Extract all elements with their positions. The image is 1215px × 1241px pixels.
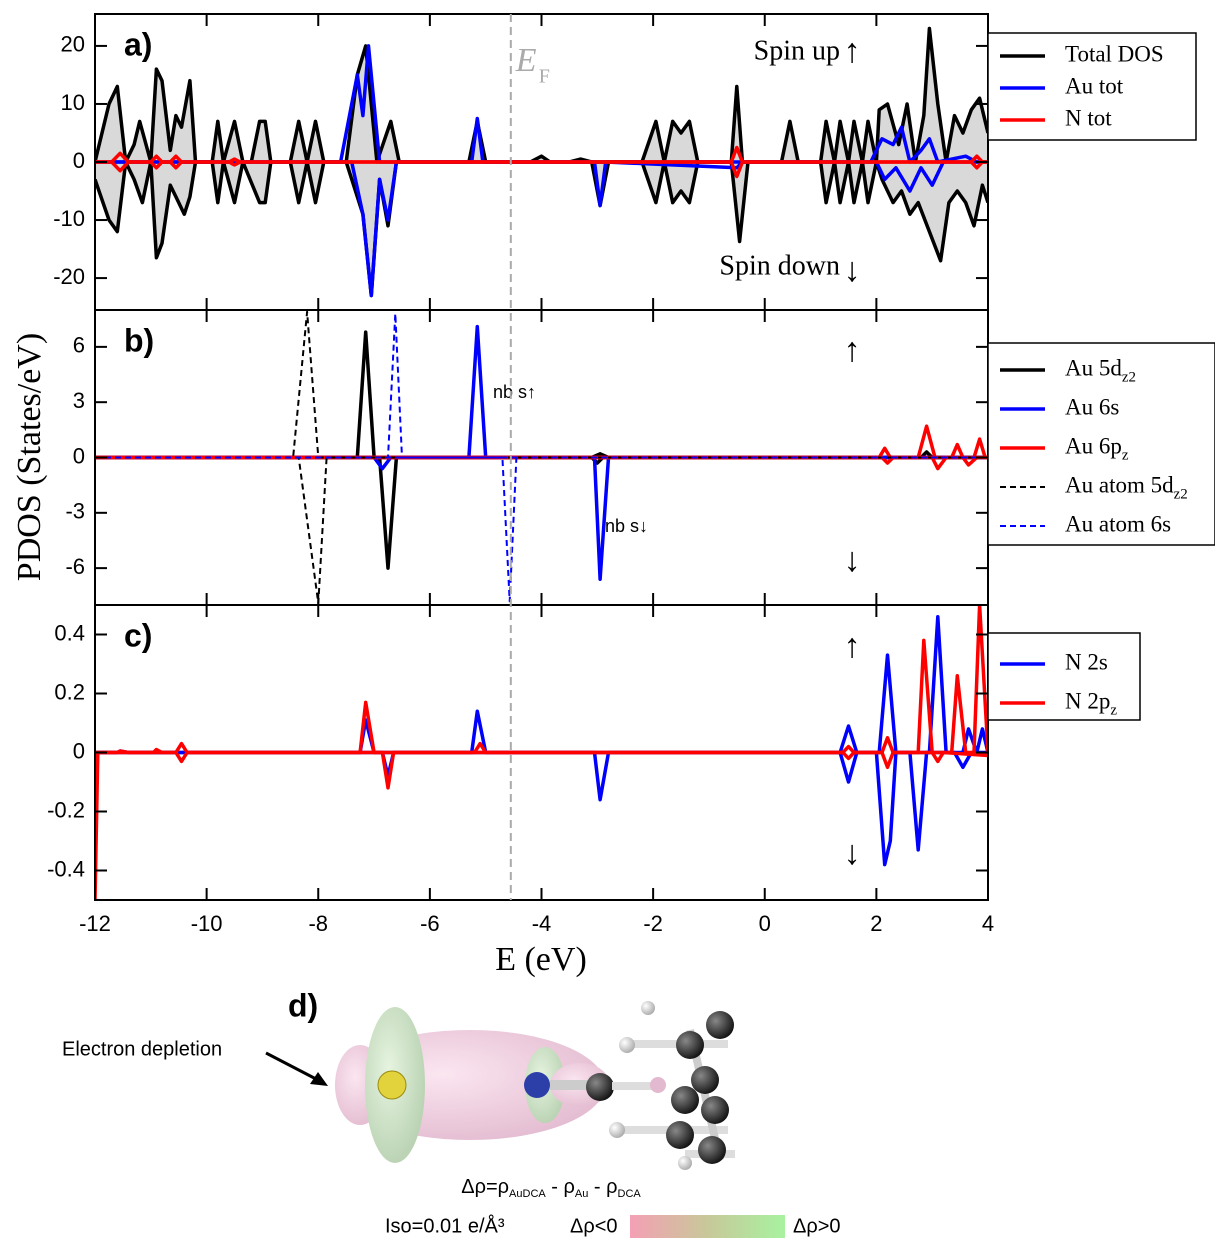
arrow-head — [310, 1072, 328, 1086]
annotation: Spin down — [719, 250, 840, 281]
y-tick-label: -0.4 — [47, 856, 85, 881]
y-tick-label: 0.2 — [54, 679, 85, 704]
panel-label: b) — [124, 322, 154, 358]
formula-part: - ρ — [588, 1176, 617, 1198]
legend-label: N 2p — [1065, 688, 1110, 713]
plot-area — [95, 310, 988, 605]
dos-line — [95, 330, 988, 460]
legend-label: N 2s — [1065, 649, 1108, 674]
legend-label: Au atom 6s — [1065, 511, 1171, 536]
formula-sub: Au — [575, 1188, 588, 1200]
annotation: Electron depletion — [62, 1038, 222, 1060]
dos-line — [95, 456, 988, 603]
annotation: ↓ — [844, 251, 861, 289]
dos-line — [95, 750, 988, 900]
legend-label: Au 5d — [1065, 355, 1122, 380]
legend-label: Au atom 5d — [1065, 472, 1174, 497]
formula: Δρ=ρAuDCA - ρAu - ρDCA — [461, 1176, 641, 1200]
legend-sub: z2 — [1174, 486, 1188, 502]
y-tick-label: 0.4 — [54, 620, 85, 645]
x-tick-label: -8 — [308, 911, 328, 936]
annotation: ↓ — [844, 541, 861, 579]
iso-label: Iso=0.01 e/Å³ — [385, 1214, 505, 1237]
isosurface — [650, 1077, 666, 1093]
colorbar — [630, 1215, 785, 1238]
y-tick-label: -10 — [53, 206, 85, 231]
colorbar-label: Δρ>0 — [793, 1215, 841, 1237]
annotation: ↑ — [844, 331, 861, 369]
formula-part: Δρ=ρ — [461, 1176, 509, 1198]
legend-sub: z2 — [1122, 369, 1136, 385]
x-tick-label: -12 — [79, 911, 111, 936]
y-tick-label: -0.2 — [47, 797, 85, 822]
annotation: Spin up — [754, 35, 840, 66]
x-tick-label: -10 — [191, 911, 223, 936]
legend-box — [987, 632, 1141, 721]
x-tick-label: -2 — [643, 911, 663, 936]
y-tick-label: 20 — [61, 32, 85, 57]
panel-label: a) — [124, 26, 152, 62]
x-tick-label: 0 — [759, 911, 771, 936]
x-tick-label: -6 — [420, 911, 440, 936]
fermi-sub: F — [539, 66, 550, 88]
y-tick-label: 0 — [73, 443, 85, 468]
bond — [612, 1082, 652, 1090]
y-tick-label: -3 — [65, 499, 85, 524]
plot-area — [95, 605, 988, 900]
annotation: nb s↑ — [493, 382, 536, 402]
dos-line — [95, 455, 988, 471]
formula-sub: DCA — [618, 1188, 642, 1200]
atom — [377, 1070, 407, 1100]
legend-sub: z — [1122, 447, 1129, 463]
dos-line — [95, 44, 988, 164]
lattice — [609, 1001, 735, 1170]
dos-fill — [95, 28, 988, 162]
colorbar-label: Δρ<0 — [570, 1215, 618, 1237]
dos-line — [95, 456, 988, 605]
legend-sub: z — [1110, 702, 1117, 718]
annotation: ↑ — [844, 32, 861, 70]
x-tick-label: 4 — [982, 911, 994, 936]
y-tick-label: 0 — [73, 738, 85, 763]
y-axis-label: PDOS (States/eV) — [11, 333, 48, 581]
panel-label: c) — [124, 617, 152, 653]
legend-label: Au 6p — [1065, 433, 1122, 458]
y-tick-label: -6 — [65, 554, 85, 579]
formula-sub: AuDCA — [509, 1188, 546, 1200]
y-tick-label: 0 — [73, 148, 85, 173]
legend-label: Au tot — [1065, 73, 1124, 98]
x-tick-label: -4 — [532, 911, 552, 936]
y-tick-label: -20 — [53, 264, 85, 289]
panel-d: d) Electron depletion Δρ=ρAuDCA - ρAu - … — [62, 987, 841, 1238]
x-tick-label: 2 — [870, 911, 882, 936]
y-tick-label: 6 — [73, 333, 85, 358]
formula-part: - ρ — [546, 1176, 575, 1198]
legend-label: Total DOS — [1065, 41, 1164, 66]
y-tick-label: 3 — [73, 388, 85, 413]
legend-label: Au 6s — [1065, 394, 1119, 419]
atom — [586, 1073, 614, 1101]
panel-label: d) — [288, 987, 318, 1023]
atom — [524, 1072, 550, 1098]
plot-area — [95, 26, 988, 298]
x-axis-label: E (eV) — [495, 941, 587, 978]
fermi-label: E — [515, 42, 537, 79]
annotation: ↓ — [844, 834, 861, 872]
annotation: ↑ — [844, 627, 861, 665]
panel: -0.4 -0.2 0 0.2 0.4 -12 -10 -8 -6 -4 -2 0 2 4 c) ↑ ↓ N 2s… — [47, 604, 1141, 936]
dos-line — [95, 160, 988, 179]
annotation: nb s↓ — [605, 516, 648, 536]
dos-line — [95, 424, 988, 460]
panel: -20 -10 0 10 20 a) Spin up ↑ Spin down ↓ Total DOS… — [53, 13, 1197, 311]
legend-box — [987, 342, 1215, 546]
legend-label: N tot — [1065, 105, 1112, 130]
bond — [550, 1080, 600, 1090]
y-tick-label: 10 — [61, 90, 85, 115]
dos-line — [95, 160, 988, 298]
arrow — [265, 1051, 319, 1082]
